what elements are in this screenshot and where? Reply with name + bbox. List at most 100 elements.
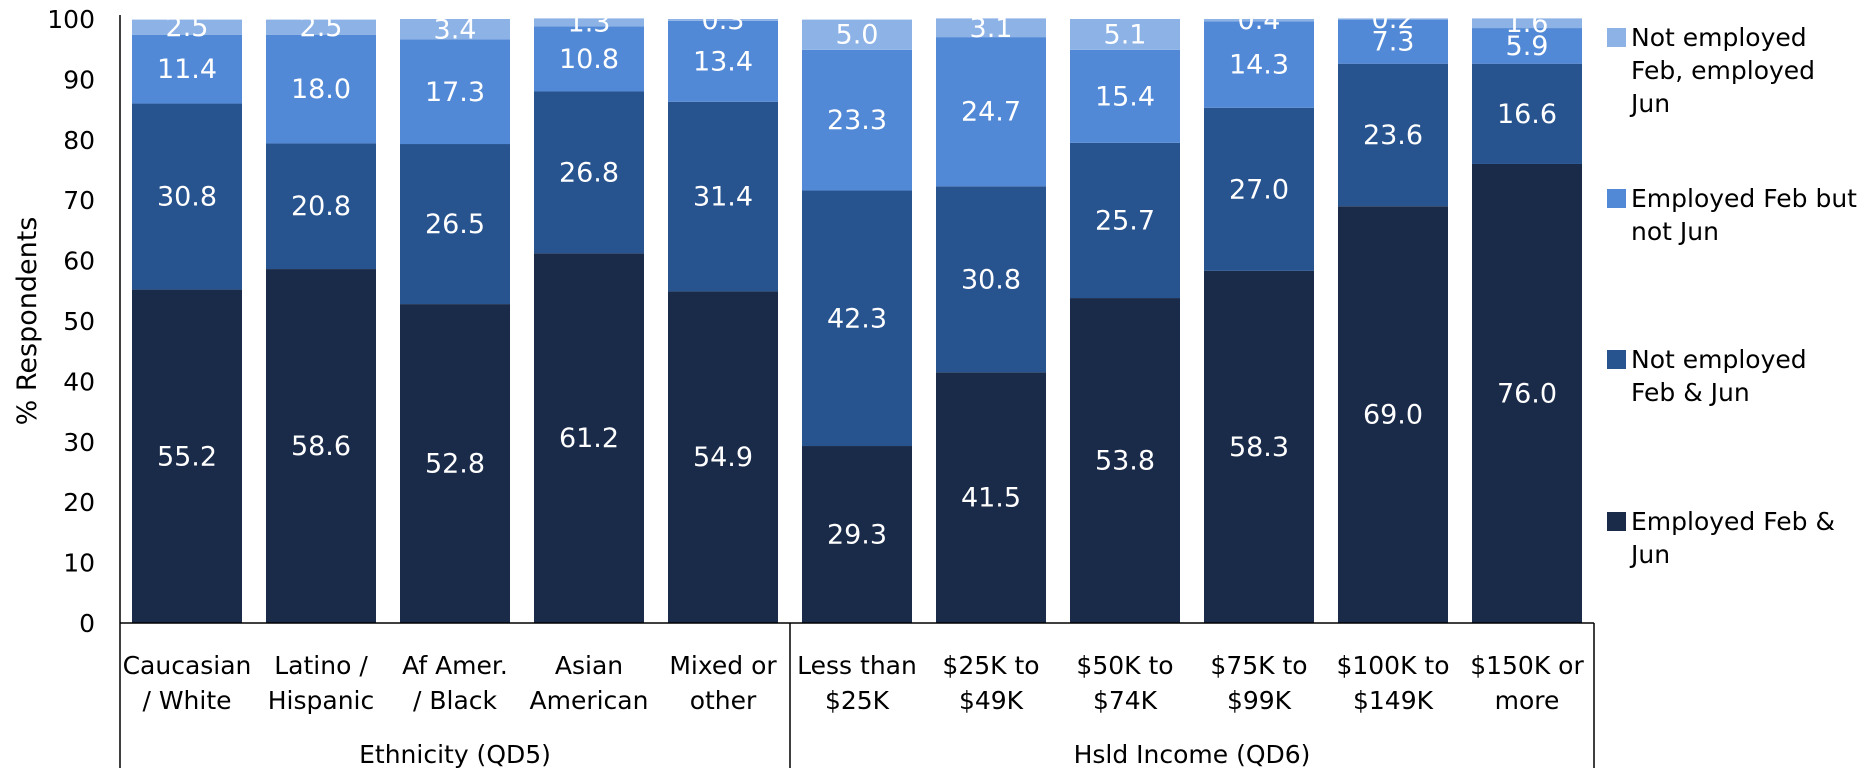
bar-segment[interactable] <box>534 253 644 624</box>
y-tick-label: 70 <box>63 186 95 215</box>
data-label: 5.0 <box>836 20 879 51</box>
data-label: 27.0 <box>1229 174 1289 205</box>
bar-segment[interactable] <box>1204 21 1314 108</box>
bar-segment[interactable] <box>802 49 912 191</box>
bar-segment[interactable] <box>1204 270 1314 623</box>
data-label: 1.3 <box>568 7 611 38</box>
bar-segment[interactable] <box>1338 19 1448 64</box>
category-label: more <box>1495 686 1560 715</box>
category-label: Hispanic <box>268 686 375 715</box>
data-label: 26.5 <box>425 209 485 240</box>
data-label: 16.6 <box>1497 99 1557 130</box>
bar-segment[interactable] <box>802 190 912 447</box>
legend-label: Feb & Jun <box>1631 378 1750 407</box>
bar-segment[interactable] <box>1472 28 1582 64</box>
legend-label: Employed Feb but <box>1631 184 1857 213</box>
data-label: 30.8 <box>157 182 217 213</box>
bar-segment[interactable] <box>1070 298 1180 623</box>
category-label: / Black <box>413 686 498 715</box>
bar-segment[interactable] <box>802 446 912 623</box>
bar-segment[interactable] <box>1338 206 1448 624</box>
data-label: 41.5 <box>961 483 1021 514</box>
data-label: 2.5 <box>300 12 343 43</box>
data-label: 5.1 <box>1104 19 1147 50</box>
bar-segment[interactable] <box>1204 107 1314 271</box>
bar-segment[interactable] <box>132 19 242 35</box>
data-label: 7.3 <box>1372 27 1415 58</box>
data-label: 54.9 <box>693 442 753 473</box>
category-label: $25K <box>825 686 890 715</box>
bar-segment[interactable] <box>1338 63 1448 207</box>
bar-segment[interactable] <box>534 91 644 254</box>
data-label: 42.3 <box>827 303 887 334</box>
bar-segment[interactable] <box>266 269 376 623</box>
bar-segment[interactable] <box>266 34 376 144</box>
data-label: 55.2 <box>157 441 217 472</box>
data-label: 0.3 <box>702 5 745 36</box>
group-label: Ethnicity (QD5) <box>359 740 551 768</box>
legend-label: Not employed <box>1631 23 1807 52</box>
bar-segment[interactable] <box>534 26 644 92</box>
data-label: 5.9 <box>1506 31 1549 62</box>
bar-segment[interactable] <box>132 103 242 290</box>
legend-label: Jun <box>1629 89 1670 118</box>
legend-swatch <box>1607 512 1626 531</box>
bar-segment[interactable] <box>1070 19 1180 50</box>
category-label: other <box>690 686 757 715</box>
data-label: 69.0 <box>1363 400 1423 431</box>
bar-segment[interactable] <box>936 186 1046 373</box>
y-tick-label: 30 <box>63 428 95 457</box>
bar-segment[interactable] <box>1070 142 1180 299</box>
bar-segment[interactable] <box>1338 18 1448 20</box>
y-axis-title: % Respondents <box>12 217 43 426</box>
bar-segment[interactable] <box>668 291 778 623</box>
data-label: 30.8 <box>961 264 1021 295</box>
bar-segment[interactable] <box>266 19 376 35</box>
bar-segment[interactable] <box>802 19 912 50</box>
data-label: 3.4 <box>434 14 477 45</box>
bar-segment[interactable] <box>1472 163 1582 623</box>
bar-segment[interactable] <box>936 372 1046 623</box>
data-label: 29.3 <box>827 520 887 551</box>
category-label: $99K <box>1227 686 1292 715</box>
bar-segment[interactable] <box>668 19 778 21</box>
data-label: 24.7 <box>961 97 1021 128</box>
data-label: 0.4 <box>1238 5 1281 36</box>
y-tick-label: 100 <box>47 5 95 34</box>
category-label: / White <box>142 686 231 715</box>
data-label: 3.1 <box>970 13 1013 44</box>
category-label: Asian <box>555 651 623 680</box>
category-label: $25K to <box>942 651 1039 680</box>
bar-segment[interactable] <box>936 18 1046 38</box>
category-label: $149K <box>1353 686 1434 715</box>
legend-label: Employed Feb & <box>1631 507 1835 536</box>
bar-segment[interactable] <box>400 19 510 40</box>
bar-segment[interactable] <box>1472 63 1582 164</box>
category-label: Less than <box>797 651 917 680</box>
category-label: Af Amer. <box>402 651 508 680</box>
bar-segment[interactable] <box>400 39 510 145</box>
y-tick-label: 50 <box>63 307 95 336</box>
bar-segment[interactable] <box>936 37 1046 187</box>
data-label: 52.8 <box>425 449 485 480</box>
bar-segment[interactable] <box>1204 19 1314 22</box>
bar-segment[interactable] <box>400 304 510 623</box>
bar-segment[interactable] <box>400 144 510 305</box>
data-label: 31.4 <box>693 182 753 213</box>
legend-swatch <box>1607 350 1626 369</box>
y-tick-label: 20 <box>63 488 95 517</box>
bar-segment[interactable] <box>668 20 778 102</box>
category-label: $50K to <box>1076 651 1173 680</box>
bar-segment[interactable] <box>266 143 376 270</box>
bar-segment[interactable] <box>534 18 644 27</box>
data-label: 0.2 <box>1372 4 1415 35</box>
bar-segment[interactable] <box>132 289 242 623</box>
bar-segment[interactable] <box>132 34 242 104</box>
data-label: 17.3 <box>425 77 485 108</box>
bar-segment[interactable] <box>1070 49 1180 143</box>
bar-segment[interactable] <box>1472 18 1582 29</box>
data-label: 15.4 <box>1095 81 1155 112</box>
bar-segment[interactable] <box>668 101 778 292</box>
legend-label: Feb, employed <box>1631 56 1815 85</box>
